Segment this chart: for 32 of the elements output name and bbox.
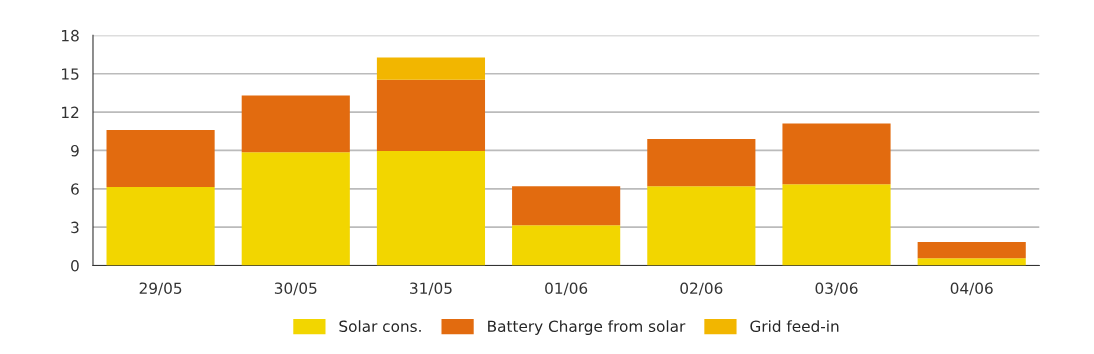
bar <box>782 184 891 266</box>
bar <box>647 186 756 266</box>
x-tick-label: 30/05 <box>274 282 317 296</box>
legend-label: Solar cons. <box>339 320 421 333</box>
bar <box>782 123 891 185</box>
y-tick-label: 12 <box>62 106 79 118</box>
legend-label: Grid feed-in <box>750 320 839 333</box>
y-tick-label: 0 <box>71 259 79 272</box>
x-tick-label: 03/06 <box>815 282 858 296</box>
y-tick-label: 15 <box>62 68 79 80</box>
y-tick-label: 18 <box>62 29 79 42</box>
x-tick-label: 01/06 <box>545 282 588 296</box>
x-tick-label: 31/05 <box>410 282 452 296</box>
bar <box>106 186 215 266</box>
bar <box>376 151 486 266</box>
y-tick-label: 6 <box>71 183 79 195</box>
x-tick-label: 29/05 <box>139 282 182 296</box>
bar <box>917 241 1026 259</box>
bar <box>647 139 756 187</box>
bar <box>512 186 621 226</box>
y-tick-label: 9 <box>71 144 79 157</box>
bar <box>241 152 350 266</box>
bar <box>106 130 215 187</box>
y-tick-label: 3 <box>71 221 79 234</box>
bar <box>376 57 486 80</box>
bar <box>241 95 350 153</box>
x-tick-label: 02/06 <box>680 282 723 296</box>
bar <box>376 79 486 152</box>
legend-label: Battery Charge from solar <box>488 320 686 335</box>
x-tick-label: 04/06 <box>950 282 993 296</box>
bar <box>917 258 1026 266</box>
bar <box>512 225 621 266</box>
